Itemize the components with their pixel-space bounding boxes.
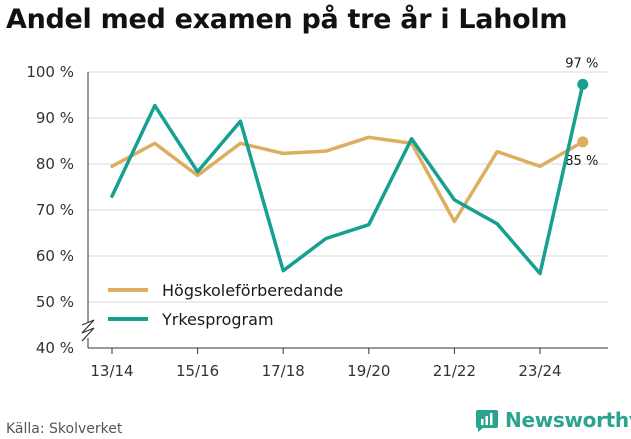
series-line-yrkesprogram [110,82,585,276]
end-point-marker [577,136,589,148]
brand-name: Newsworthy [505,408,631,432]
y-tick-label: 100 % [26,63,74,81]
x-tick-label: 21/22 [433,362,476,380]
x-tick-label: 13/14 [90,362,133,380]
axis-break-marker [81,319,95,342]
x-tick-label: 23/24 [518,362,561,380]
series-line-hogskoleforberedande [110,135,585,224]
series-layer: 85 % 97 % [110,56,598,276]
chart-title: Andel med examen på tre år i Laholm [6,4,568,35]
y-tick-label: 50 % [36,293,74,311]
end-value-label: 97 % [565,56,598,71]
x-tick-label: 17/18 [262,362,305,380]
y-tick-label: 60 % [36,247,74,265]
legend-label: Högskoleförberedande [162,281,343,300]
y-tick-label: 90 % [36,109,74,127]
legend-label: Yrkesprogram [161,310,274,329]
newsworthy-logo-icon [476,410,498,432]
y-tick-label: 70 % [36,201,74,219]
legend: Högskoleförberedande Yrkesprogram [108,281,343,329]
end-value-label: 85 % [565,154,598,169]
x-tick-label: 19/20 [347,362,390,380]
source-note: Källa: Skolverket [6,421,123,437]
x-axis: 13/14 15/16 17/18 19/20 21/22 23/24 [88,347,608,380]
end-point-marker [577,78,589,90]
y-tick-label: 40 % [36,339,74,357]
gridlines [88,71,608,303]
y-tick-label: 80 % [36,155,74,173]
x-tick-label: 15/16 [176,362,219,380]
y-axis: 40 % 50 % 60 % 70 % 80 % 90 % 100 % [26,63,95,357]
brand[interactable]: Newsworthy [475,408,631,432]
